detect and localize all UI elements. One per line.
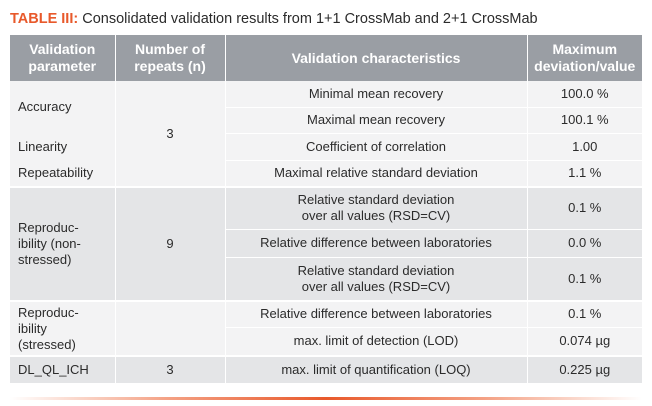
header-maximum-deviation: Maximum deviation/value bbox=[527, 35, 642, 81]
table-row: DL_QL_ICH 3 max. limit of quantification… bbox=[10, 355, 642, 383]
param-text: stressed) bbox=[18, 252, 72, 267]
value-cell: 0.225 µg bbox=[527, 355, 642, 383]
repeats-value: 9 bbox=[166, 236, 174, 251]
header-text: Maximum bbox=[552, 41, 618, 57]
characteristic-text: Maximal mean recovery bbox=[307, 112, 445, 127]
repeats-cell: 3 bbox=[115, 81, 226, 187]
value-cell: 0.0 % bbox=[527, 228, 642, 257]
characteristic-text: Maximal relative standard deviation bbox=[274, 165, 478, 181]
table-row: Maximal mean recovery 100.1 % bbox=[10, 106, 642, 133]
characteristic-cell: Maximal mean recovery bbox=[225, 106, 528, 133]
param-cell: Linearity bbox=[10, 133, 116, 160]
value-text: 0.225 µg bbox=[559, 362, 611, 377]
value-cell: 100.1 % bbox=[527, 106, 642, 133]
header-text: Validation bbox=[29, 41, 96, 57]
table-caption: TABLE III: Consolidated validation resul… bbox=[10, 11, 538, 27]
value-text: 1.1 % bbox=[568, 165, 602, 181]
table-row: Accuracy 3 Minimal mean recovery 100.0 % bbox=[10, 81, 642, 187]
value-text: 100.0 % bbox=[560, 85, 609, 101]
characteristic-text: Coefficient of correlation bbox=[306, 138, 446, 154]
param-accuracy: Accuracy bbox=[18, 99, 72, 114]
param-text: ibility (non- bbox=[18, 236, 81, 251]
validation-results-table: Validation parameter Number of repeats (… bbox=[10, 35, 642, 383]
table-row: Relative standard deviation over all val… bbox=[10, 256, 642, 301]
bottom-accent-rule bbox=[10, 397, 642, 400]
table-row: Relative difference between laboratories… bbox=[10, 228, 642, 257]
characteristic-text: max. limit of quantification (LOQ) bbox=[281, 362, 471, 377]
value-text: 0.1 % bbox=[568, 306, 602, 322]
header-text: parameter bbox=[28, 58, 97, 74]
repeats-cell: 9 bbox=[115, 186, 226, 301]
repeats-value: 3 bbox=[166, 125, 174, 141]
value-text: 1.00 bbox=[572, 138, 598, 154]
param-text: (stressed) bbox=[18, 336, 76, 352]
header-text: Number of bbox=[135, 41, 205, 57]
param-repeatability: Repeatability bbox=[18, 165, 94, 180]
value-text: 0.074 µg bbox=[559, 333, 611, 349]
value-cell: 0.1 % bbox=[527, 186, 642, 229]
table-row: max. limit of detection (LOD) 0.074 µg bbox=[10, 326, 642, 356]
param-cell: Reproduc- ibility (non- stressed) bbox=[10, 186, 116, 301]
value-cell: 1.00 bbox=[527, 132, 642, 160]
table-row: Reproduc- ibility (stressed) Relative di… bbox=[10, 300, 642, 356]
characteristic-text: Relative difference between laboratories bbox=[260, 306, 492, 322]
header-number-of-repeats: Number of repeats (n) bbox=[115, 35, 226, 81]
param-cell: Accuracy bbox=[10, 81, 116, 133]
characteristic-text: over all values (RSD=CV) bbox=[301, 278, 451, 294]
repeats-value: 3 bbox=[166, 362, 174, 377]
value-cell: 1.1 % bbox=[527, 159, 642, 187]
value-cell: 0.074 µg bbox=[527, 326, 642, 356]
characteristic-cell: Relative difference between laboratories bbox=[225, 228, 528, 257]
header-text: deviation/value bbox=[534, 58, 636, 74]
table-caption-label: TABLE III: bbox=[10, 11, 79, 27]
repeats-cell: 3 bbox=[115, 355, 226, 383]
header-text: repeats (n) bbox=[134, 58, 206, 74]
characteristic-cell: Minimal mean recovery bbox=[225, 81, 528, 107]
value-text: 0.0 % bbox=[568, 235, 602, 250]
characteristic-cell: max. limit of detection (LOD) bbox=[225, 326, 528, 356]
characteristic-text: Relative standard deviation bbox=[297, 262, 455, 278]
param-cell: DL_QL_ICH bbox=[10, 355, 116, 383]
characteristic-text: over all values (RSD=CV) bbox=[301, 208, 451, 224]
param-linearity: Linearity bbox=[18, 138, 68, 154]
value-cell: 100.0 % bbox=[527, 81, 642, 107]
param-text: Reproduc- bbox=[18, 220, 79, 235]
param-text: DL_QL_ICH bbox=[18, 362, 89, 377]
repeats-cell bbox=[115, 300, 226, 356]
value-text: 100.1 % bbox=[560, 112, 609, 127]
characteristic-text: max. limit of detection (LOD) bbox=[293, 333, 459, 349]
characteristic-cell: Maximal relative standard deviation bbox=[225, 159, 528, 187]
param-cell: Reproduc- ibility (stressed) bbox=[10, 300, 116, 356]
characteristic-cell: Relative difference between laboratories bbox=[225, 300, 528, 327]
value-cell: 0.1 % bbox=[527, 256, 642, 301]
characteristic-cell: Coefficient of correlation bbox=[225, 132, 528, 160]
header-validation-characteristics: Validation characteristics bbox=[225, 35, 528, 81]
characteristic-cell: max. limit of quantification (LOQ) bbox=[225, 355, 528, 383]
param-text: ibility bbox=[18, 320, 47, 336]
characteristic-text: Relative standard deviation bbox=[297, 192, 455, 208]
param-text: Reproduc- bbox=[18, 304, 79, 320]
header-row: Validation parameter Number of repeats (… bbox=[10, 35, 642, 81]
characteristic-cell: Relative standard deviation over all val… bbox=[225, 186, 528, 229]
characteristic-text: Relative difference between laboratories bbox=[260, 235, 492, 250]
value-cell: 0.1 % bbox=[527, 300, 642, 327]
table-caption-text: Consolidated validation results from 1+1… bbox=[82, 11, 538, 27]
table-row: Repeatability Maximal relative standard … bbox=[10, 159, 642, 187]
characteristic-text: Minimal mean recovery bbox=[308, 85, 444, 101]
value-text: 0.1 % bbox=[568, 270, 602, 286]
characteristic-cell: Relative standard deviation over all val… bbox=[225, 256, 528, 301]
header-validation-parameter: Validation parameter bbox=[10, 35, 116, 81]
table-row: Linearity Coefficient of correlation 1.0… bbox=[10, 132, 642, 160]
table-row: Reproduc- ibility (non- stressed) 9 Rela… bbox=[10, 186, 642, 301]
header-text: Validation characteristics bbox=[291, 49, 461, 66]
value-text: 0.1 % bbox=[568, 200, 602, 216]
param-cell: Repeatability bbox=[10, 160, 116, 187]
